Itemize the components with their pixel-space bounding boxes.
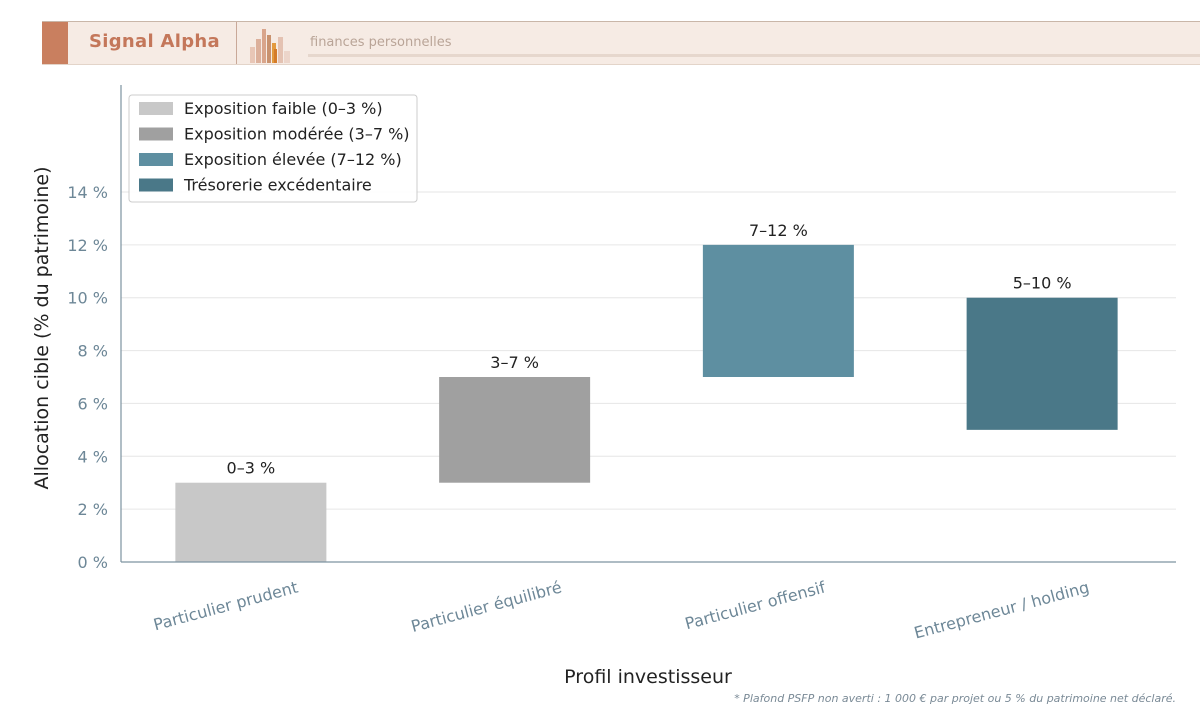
legend-box [128, 94, 418, 203]
y-tick-label: 8 % [78, 342, 108, 361]
legend-swatch [139, 178, 173, 192]
legend-label: Exposition faible (0–3 %) [184, 99, 383, 118]
bar-value-label: 0–3 % [227, 459, 276, 478]
y-axis-ticks: 0 % 2 % 4 % 6 % 8 % 10 % 12 % 14 % [67, 183, 108, 572]
y-tick-label: 10 % [67, 289, 108, 308]
legend: Exposition faible (0–3 %) Exposition modé… [128, 94, 418, 203]
bar-1 [175, 482, 327, 562]
legend-swatch [139, 153, 173, 166]
y-tick-label: 12 % [67, 236, 108, 255]
y-tick-label: 14 % [67, 183, 108, 202]
tagline: finances personnelles [310, 35, 452, 50]
bar-labels: 0–3 % 3–7 % 7–12 % 5–10 % [227, 221, 1072, 478]
x-tick-label: Particulier équilibré [409, 578, 564, 636]
bar-3 [702, 244, 854, 377]
x-tick-label: Particulier prudent [151, 578, 300, 635]
city-skyline-icon [250, 29, 290, 63]
x-tick-label: Particulier offensif [683, 577, 828, 633]
footnote: * Plafond PSFP non averti : 1 000 € par … [734, 692, 1176, 705]
x-axis-label: Profil investisseur [564, 666, 732, 688]
legend-label: Exposition modérée (3–7 %) [184, 125, 410, 144]
bars [175, 244, 1118, 562]
brand-color-block [42, 22, 68, 64]
legend-swatch [139, 127, 173, 141]
x-axis-ticks: Particulier prudent Particulier équilibré… [151, 577, 1091, 642]
y-tick-label: 2 % [78, 500, 108, 519]
legend-label: Exposition élevée (7–12 %) [184, 150, 402, 169]
legend-label: Trésorerie excédentaire [183, 176, 372, 195]
y-tick-label: 4 % [78, 447, 108, 466]
bar-value-label: 3–7 % [490, 353, 539, 372]
tagline-underline [308, 54, 1200, 57]
bar-2 [439, 377, 591, 483]
site-header: Signal Alpha finances personnelles [42, 21, 1200, 65]
y-tick-label: 0 % [78, 553, 108, 572]
header-divider [236, 22, 237, 64]
y-axis-label: Allocation cible (% du patrimoine) [31, 167, 53, 490]
y-tick-label: 6 % [78, 394, 108, 413]
bar-value-label: 7–12 % [749, 221, 808, 240]
legend-swatch [139, 102, 173, 115]
bar-value-label: 5–10 % [1013, 274, 1072, 293]
bar-4 [966, 297, 1118, 430]
x-tick-label: Entrepreneur / holding [912, 578, 1091, 643]
axes [120, 85, 1176, 563]
brand-name: Signal Alpha [89, 31, 220, 52]
